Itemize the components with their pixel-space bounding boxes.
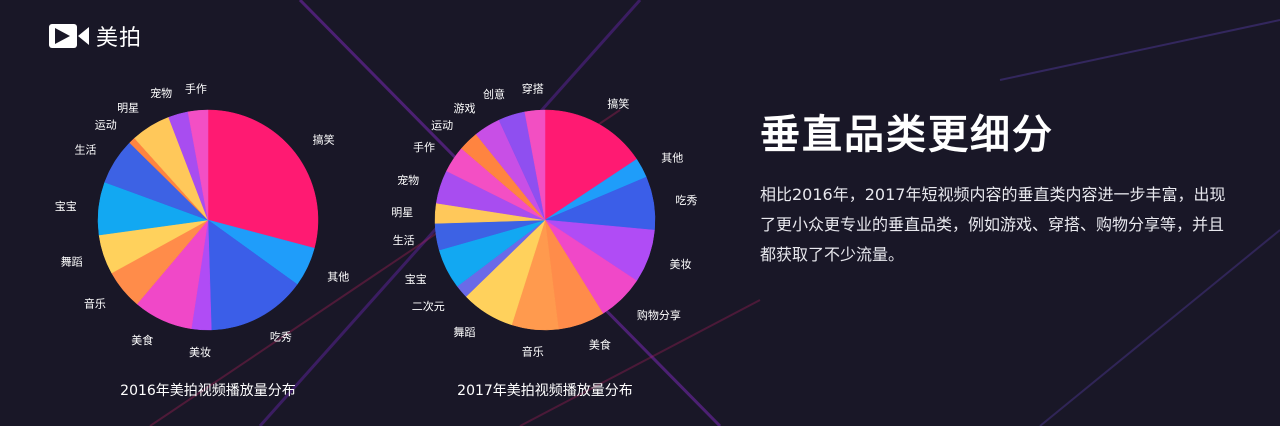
- slice-label: 宠物: [397, 173, 419, 187]
- slice-label: 手作: [413, 140, 435, 154]
- slice-label: 运动: [95, 119, 117, 132]
- slice-label: 穿搭: [522, 82, 544, 96]
- slice-label: 购物分享: [637, 308, 681, 322]
- slice-label: 生活: [75, 142, 97, 156]
- slice-label: 搞笑: [313, 133, 335, 147]
- slice-label: 吃秀: [270, 331, 292, 344]
- pie-slice: [524, 109, 546, 221]
- slice-label: 宝宝: [55, 199, 77, 213]
- diagonal-line: [1039, 229, 1280, 426]
- slice-label: 美食: [589, 338, 611, 352]
- brand-logo: 美拍: [48, 20, 142, 52]
- pie-slice: [187, 109, 209, 221]
- slice-label: 美妆: [189, 346, 211, 359]
- video-camera-icon: [49, 24, 89, 48]
- slice-label: 音乐: [84, 297, 106, 311]
- slice-label: 运动: [431, 119, 453, 132]
- slice-label: 宝宝: [405, 272, 427, 286]
- slice-label: 美食: [131, 333, 153, 347]
- slice-label: 美妆: [670, 258, 692, 271]
- slice-label: 明星: [117, 101, 139, 114]
- slice-label: 生活: [393, 233, 415, 247]
- slice-label: 吃秀: [675, 194, 697, 207]
- slice-label: 搞笑: [607, 97, 629, 111]
- pie-slice: [207, 219, 298, 331]
- slice-label: 明星: [391, 206, 413, 219]
- slice-label: 其他: [327, 271, 349, 284]
- pie-slice: [544, 109, 638, 221]
- slice-label: 舞蹈: [61, 256, 83, 269]
- slice-label: 其他: [661, 152, 683, 165]
- diagonal-line: [999, 19, 1280, 81]
- slice-label: 舞蹈: [454, 326, 476, 339]
- page-title: 垂直品类更细分: [760, 112, 1054, 158]
- pie-slice: [207, 109, 319, 249]
- brand-name: 美拍: [96, 26, 143, 51]
- slice-label: 游戏: [454, 102, 476, 115]
- slice-label: 宠物: [150, 86, 172, 100]
- diagonal-line: [519, 299, 761, 426]
- slice-label: 创意: [483, 87, 505, 101]
- slice-label: 二次元: [412, 299, 445, 313]
- chart-title-2016: 2016年美拍视频播放量分布: [120, 383, 296, 399]
- slice-label: 手作: [185, 82, 207, 96]
- description-text: 相比2016年，2017年短视频内容的垂直类内容进一步丰富，出现了更小众更专业的…: [760, 185, 1226, 264]
- slice-label: 音乐: [522, 344, 544, 358]
- chart-title-2017: 2017年美拍视频播放量分布: [457, 383, 633, 399]
